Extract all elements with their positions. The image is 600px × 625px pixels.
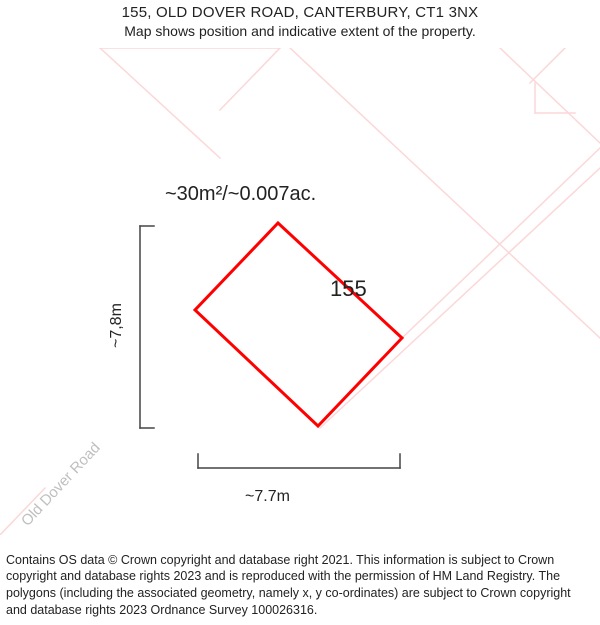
property-outline — [195, 223, 402, 426]
dimension-brackets — [140, 226, 400, 468]
map-area: ~30m²/~0.007ac. 155 ~7,8m ~7.7m Old Dove… — [0, 48, 600, 535]
header: 155, OLD DOVER ROAD, CANTERBURY, CT1 3NX… — [0, 4, 600, 39]
header-subtitle: Map shows position and indicative extent… — [0, 23, 600, 39]
page: 155, OLD DOVER ROAD, CANTERBURY, CT1 3NX… — [0, 0, 600, 625]
area-label: ~30m²/~0.007ac. — [165, 183, 316, 206]
plot-number: 155 — [330, 276, 367, 302]
address-line: 155, OLD DOVER ROAD, CANTERBURY, CT1 3NX — [0, 4, 600, 21]
dimension-horizontal-label: ~7.7m — [245, 488, 290, 506]
dimension-vertical-label: ~7,8m — [108, 303, 126, 348]
copyright-footer: Contains OS data © Crown copyright and d… — [6, 552, 594, 620]
